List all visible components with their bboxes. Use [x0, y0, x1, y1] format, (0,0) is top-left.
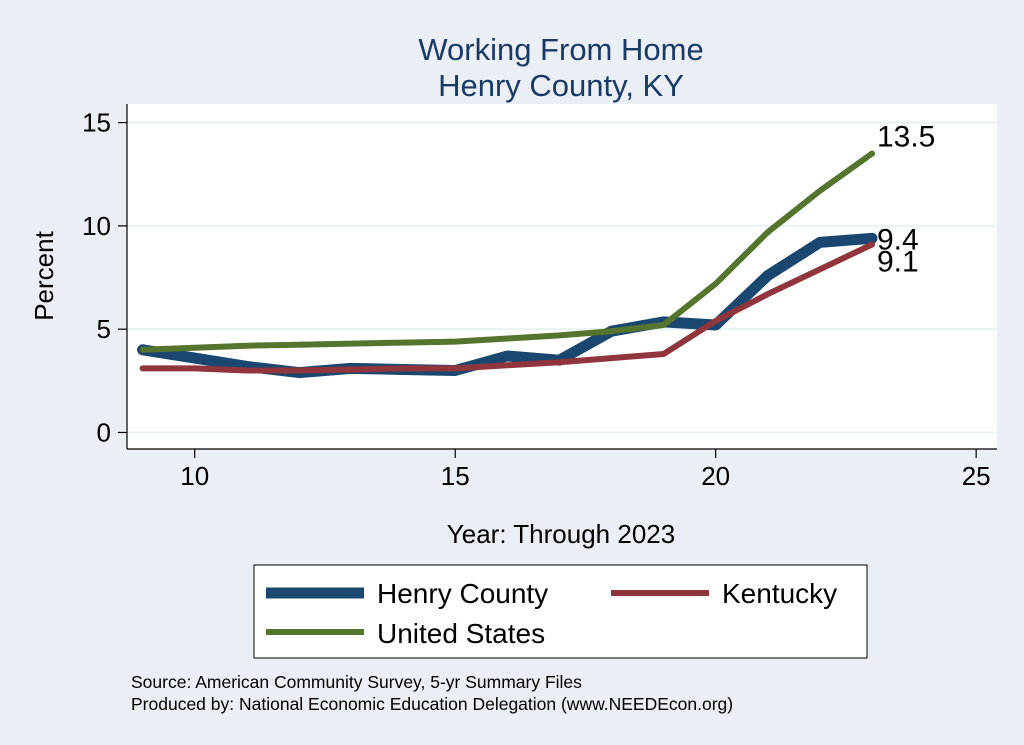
series-lines [137, 150, 878, 379]
series-line-kentucky [139, 241, 875, 374]
x-tick-label: 25 [962, 461, 991, 491]
producer-note: Produced by: National Economic Education… [131, 694, 733, 714]
x-tick-label: 20 [701, 461, 730, 491]
legend-label-henry-county: Henry County [377, 578, 548, 609]
end-value-label: 13.5 [877, 121, 935, 154]
chart-subtitle: Henry County, KY [438, 68, 684, 103]
y-tick-label: 15 [82, 108, 111, 138]
x-tick-label: 15 [441, 461, 470, 491]
legend-label-united-states: United States [377, 618, 545, 649]
grid-lines [127, 121, 997, 434]
end-value-label: 9.4 [877, 223, 919, 256]
axes: 0 5 10 15 10 15 20 25 [82, 104, 997, 491]
legend: Henry County Kentucky United States [253, 564, 868, 659]
y-tick-label: 5 [97, 314, 111, 344]
series-end-point [868, 241, 875, 248]
end-value-label: 9.1 [877, 245, 919, 278]
end-labels: 13.5 9.49.1 [877, 121, 935, 279]
series-line-united-states [139, 150, 875, 353]
x-tick-label: 10 [180, 461, 209, 491]
y-tick-label: 0 [97, 417, 111, 447]
y-tick-label: 10 [82, 211, 111, 241]
chart-title: Working From Home [418, 32, 703, 67]
plot-area [127, 104, 997, 449]
legend-label-kentucky: Kentucky [722, 578, 837, 609]
x-axis-title: Year: Through 2023 [447, 519, 675, 549]
series-end-point [868, 150, 875, 157]
y-axis-title: Percent [29, 230, 59, 320]
series-end-point [868, 235, 875, 242]
source-note: Source: American Community Survey, 5-yr … [131, 672, 582, 692]
legend-box [253, 564, 868, 659]
